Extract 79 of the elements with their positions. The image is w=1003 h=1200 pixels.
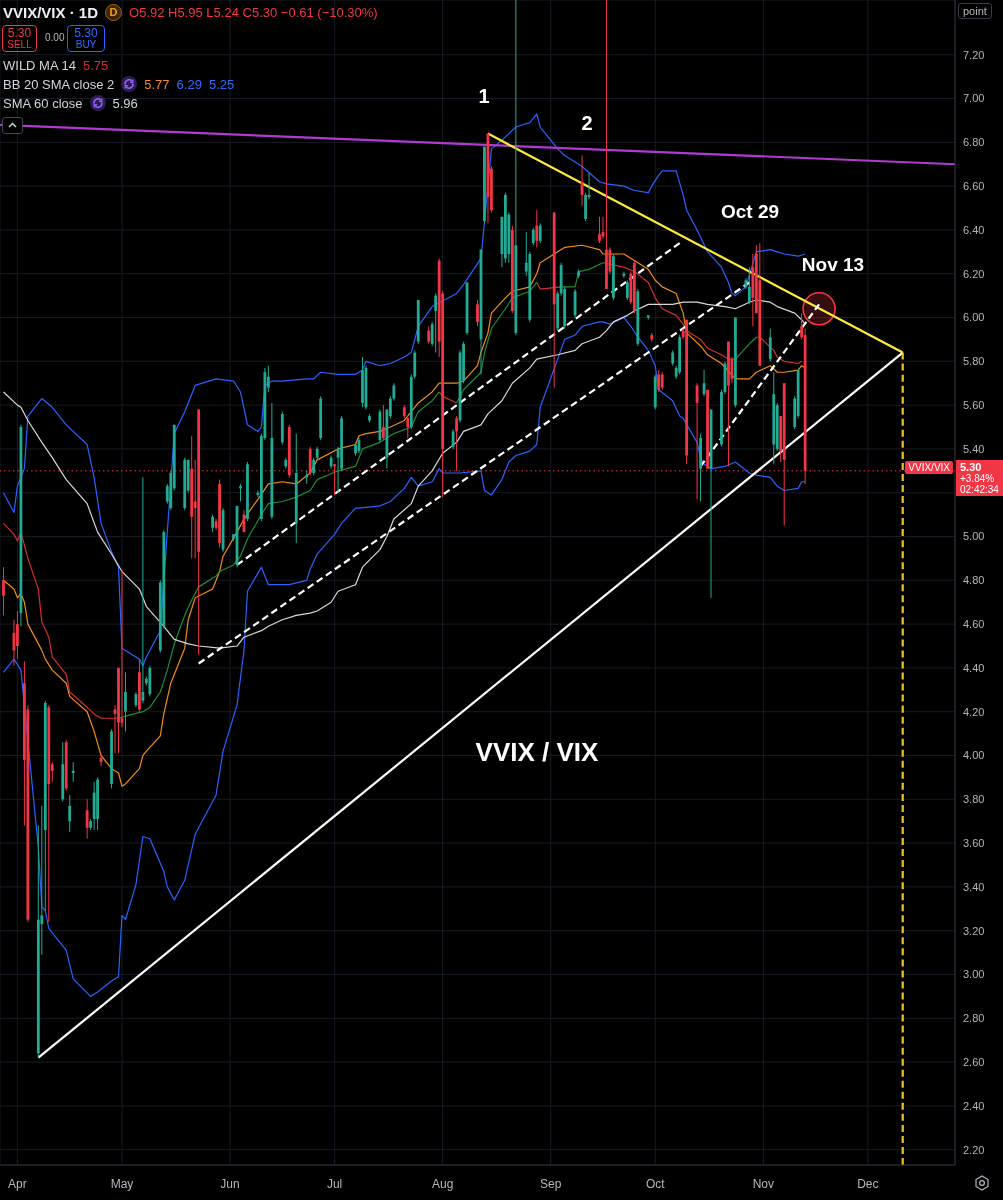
y-tick-label: 6.80	[963, 136, 985, 149]
y-tick-label: 6.20	[963, 267, 985, 280]
y-tick-label: 3.60	[963, 837, 985, 849]
text: 02:42:34	[960, 483, 1000, 495]
y-tick-label: 5.60	[963, 399, 985, 412]
annotation: 5.96	[112, 95, 138, 111]
candlestick	[535, 209, 539, 248]
y-tick-label: 7.00	[963, 92, 985, 105]
candlestick	[476, 299, 479, 327]
annotation: 5.30	[7, 25, 32, 40]
y-tick-label: 3.80	[963, 793, 985, 806]
annotation: SELL	[7, 38, 32, 51]
annotation: VVIX/VIX	[905, 461, 953, 474]
annotation: 2	[581, 111, 593, 135]
annotation: BUY	[75, 38, 97, 51]
text: +3.84%	[960, 472, 996, 484]
annotation: BB 20 SMA close 2	[3, 76, 115, 92]
y-tick-label: 4.00	[963, 749, 985, 762]
chart-title: VVIX/VIX · 1D	[3, 3, 99, 21]
annotation: Oct 29	[720, 201, 780, 223]
candlestick	[451, 428, 455, 450]
sell-button: 5.30 SELL	[2, 25, 37, 52]
candlestick	[2, 566, 5, 616]
y-tick-label: 4.20	[963, 705, 985, 718]
y-tick-label: 6.40	[963, 223, 985, 236]
y-tick-label: 6.60	[963, 180, 985, 193]
y-tick-label: 3.20	[963, 924, 985, 937]
annotation: VVIX / VIX	[475, 736, 599, 768]
candlestick	[625, 279, 629, 301]
y-tick-label: 2.80	[963, 1012, 985, 1025]
annotation: Nov 13	[801, 254, 865, 276]
y-tick-label: 2.60	[963, 1055, 985, 1068]
x-tick-label: May	[110, 1176, 134, 1191]
annotation: 5.77	[144, 76, 170, 92]
annotation: D	[109, 6, 118, 18]
candlestick	[68, 794, 72, 833]
y-tick-label: 2.40	[963, 1099, 985, 1112]
x-tick-label: Dec	[857, 1176, 879, 1191]
annotation: 6.29	[176, 76, 202, 92]
candlestick	[598, 216, 601, 244]
annotation: O5.92 H5.95 L5.24 C5.30 −0.61 (−10.30%)	[129, 4, 378, 20]
annotation: 0.00	[45, 32, 65, 43]
candlestick	[406, 415, 410, 439]
candlestick	[434, 292, 438, 354]
annotation: 1	[478, 84, 490, 108]
x-tick-label: Jul	[326, 1176, 343, 1191]
candlestick	[768, 327, 772, 362]
candlestick	[124, 671, 127, 732]
candlestick	[622, 271, 626, 279]
y-tick-label: 6.00	[963, 311, 985, 324]
x-tick-label: Aug	[431, 1176, 454, 1191]
x-tick-label: Nov	[752, 1176, 774, 1191]
line-series	[2, 316, 806, 997]
annotation: SMA 60 close	[3, 95, 83, 111]
x-tick-label: Oct	[645, 1176, 666, 1191]
candlestick	[85, 798, 89, 840]
x-tick-label: Apr	[8, 1176, 27, 1191]
candlestick	[329, 454, 333, 470]
y-tick-label: 3.40	[963, 880, 985, 893]
y-tick-label: 4.80	[963, 574, 985, 587]
x-tick-label: Jun	[220, 1176, 240, 1191]
y-tick-label: 4.40	[963, 661, 985, 674]
candlestick	[71, 761, 75, 783]
y-tick-label: 5.80	[963, 355, 985, 368]
annotation: WILD MA 14	[3, 57, 76, 73]
y-tick-label: 7.20	[963, 48, 985, 61]
annotation: 5.25	[208, 76, 235, 92]
x-tick-label: Sep	[540, 1176, 562, 1191]
buy-button: 5.30 BUY	[67, 25, 105, 52]
y-tick-label: 2.20	[963, 1143, 985, 1156]
annotation: 5.30	[74, 25, 98, 40]
text: 5.30	[960, 460, 983, 473]
y-tick-label: 4.60	[963, 618, 985, 631]
annotation: 5.75	[82, 57, 109, 73]
y-tick-label: 5.00	[963, 530, 985, 543]
text: point	[958, 3, 992, 19]
candlestick	[538, 222, 542, 244]
y-tick-label: 5.40	[963, 442, 985, 455]
y-tick-label: 3.00	[963, 968, 985, 981]
